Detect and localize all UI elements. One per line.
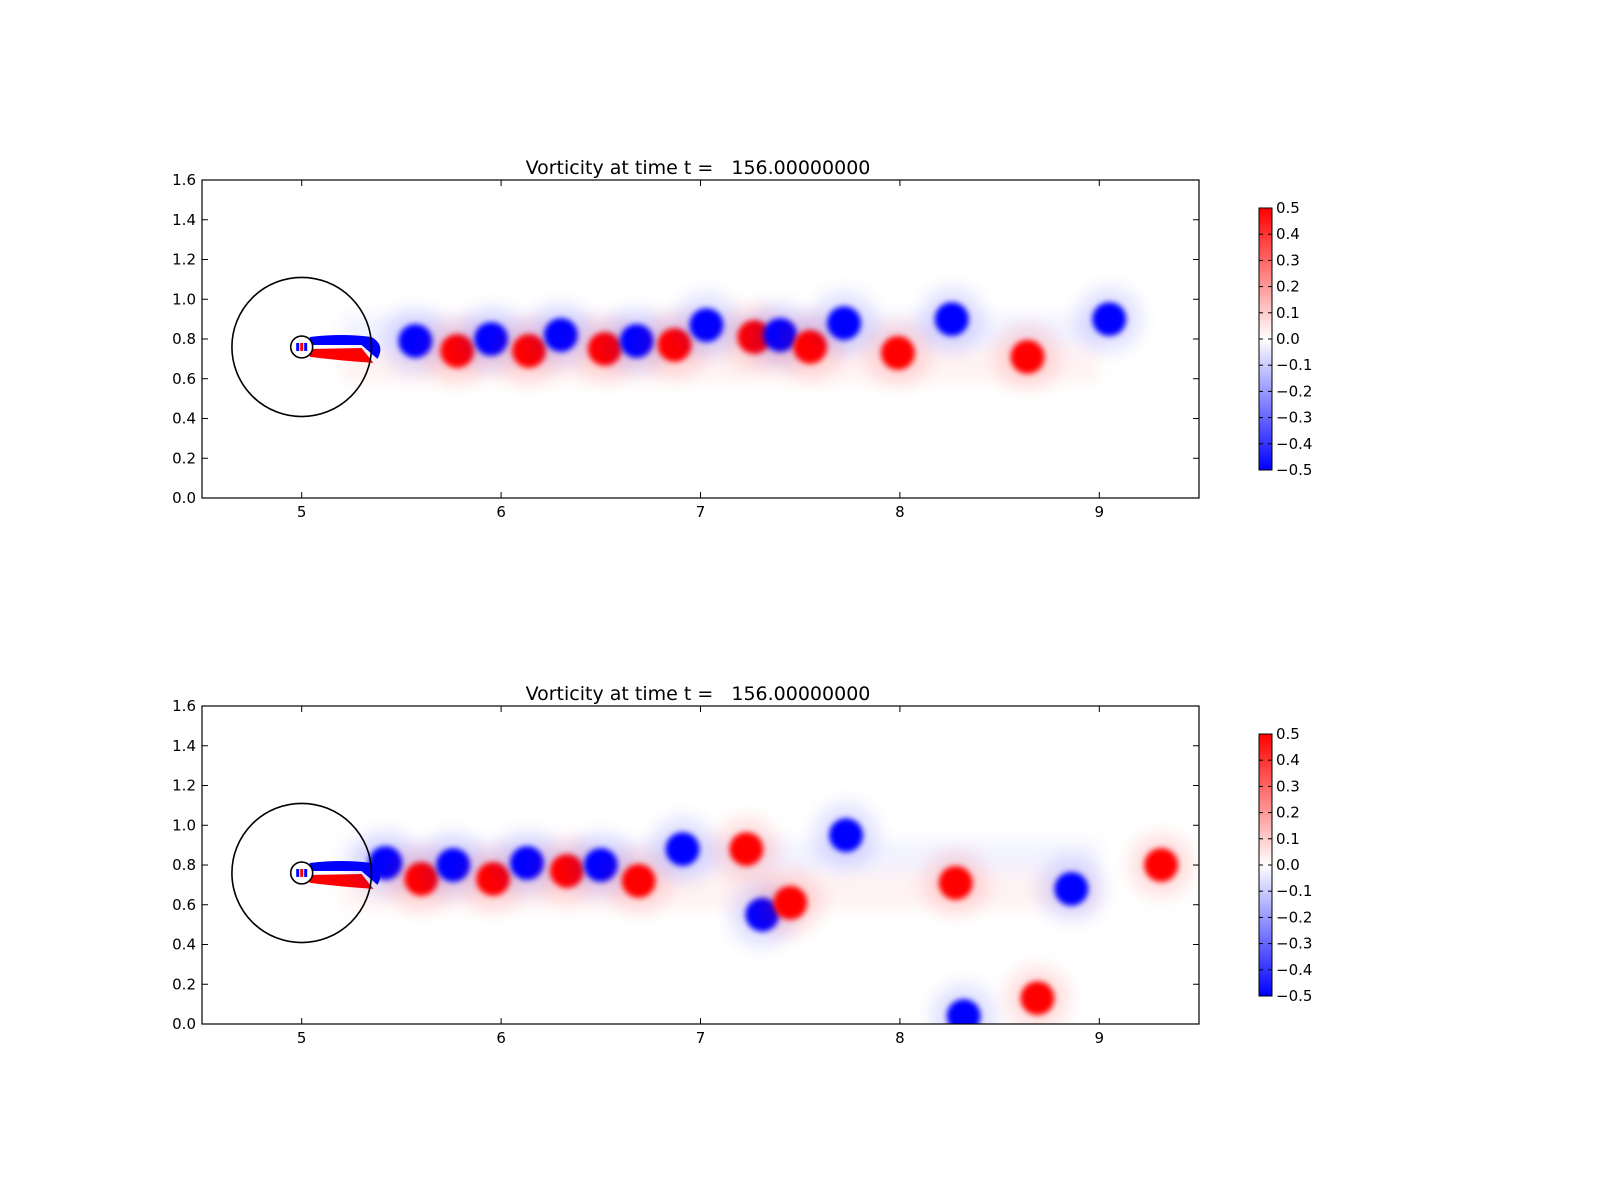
colorbar-tick-label: 0.0 [1276,856,1300,874]
colorbar-tick-label: 0.5 [1276,725,1300,743]
y-tick-label: 1.4 [172,737,196,755]
negative-vortex [827,306,862,340]
y-tick-label: 0.6 [172,370,196,388]
x-tick-label: 6 [496,503,506,521]
negative-vortex [946,999,981,1024]
x-tick-label: 8 [895,1029,905,1047]
colorbar-tick-label: −0.2 [1276,382,1312,400]
y-tick-label: 1.0 [172,290,196,308]
x-tick-label: 7 [696,503,706,521]
colorbar-tick-label: −0.1 [1276,356,1312,374]
cylinder-interior-mark [300,342,304,351]
outer-ring-circle [231,802,373,944]
cylinder-interior-mark [296,342,300,351]
y-tick-label: 0.0 [172,489,196,507]
plot-title-top: Vorticity at time t = 156.00000000 [526,157,871,179]
colorbar-tick-label: 0.2 [1276,804,1300,822]
y-tick-label: 0.8 [172,330,196,348]
y-tick-label: 0.4 [172,410,196,428]
colorbar-tick-label: 0.0 [1276,330,1300,348]
vorticity-field [309,287,1142,389]
x-tick-label: 6 [496,1029,506,1047]
y-tick-label: 1.4 [172,211,196,229]
x-tick-label: 8 [895,503,905,521]
near-wake-shear-lower [309,347,374,363]
colorbar-tick-label: 0.4 [1276,751,1300,769]
colorbar-tick-label: −0.3 [1276,935,1312,953]
y-tick-label: 0.2 [172,975,196,993]
colorbar-tick-label: −0.1 [1276,882,1312,900]
colorbar-bottom: 0.5 0.4 0.3 0.2 0.1 0.0 −0.1 −0.2 −0.3 −0.4 −0.5 [1258,725,1312,1005]
x-tick-label: 7 [696,1029,706,1047]
x-tick-label: 5 [297,503,307,521]
heatmap-area-top: 5 6 7 8 9 0.0 0.2 0.4 0.6 0.8 1.0 1.2 1.4 1.6 [172,171,1200,521]
positive-vortex [880,336,915,370]
colorbar-tick-label: 0.4 [1276,225,1300,243]
positive-vortex [729,832,764,866]
positive-vortex [621,864,656,898]
cylinder-interior-mark [304,868,308,877]
vorticity-plot-top: Vorticity at time t = 156.00000000 5 6 7 8 9… [172,157,1312,521]
cylinder-interior-mark [304,342,308,351]
positive-vortex [1144,848,1179,882]
colorbar-tick-label: 0.3 [1276,777,1300,795]
y-tick-label: 1.2 [172,777,196,795]
y-tick-label: 0.8 [172,856,196,874]
cylinder-interior-mark [296,868,300,877]
y-tick-label: 0.4 [172,936,196,954]
negative-vortex [1054,871,1089,906]
colorbar-tick-label: 0.5 [1276,199,1300,217]
positive-vortex [938,865,973,900]
negative-vortex [1092,302,1127,337]
x-tick-label: 9 [1095,503,1105,521]
colorbar-tick-label: −0.4 [1276,961,1312,979]
y-tick-label: 1.6 [172,697,196,715]
negative-vortex [543,318,578,352]
negative-vortex [689,308,724,342]
y-tick-label: 0.2 [172,449,196,467]
colorbar-tick-label: 0.1 [1276,304,1300,322]
colorbar-tick-label: −0.3 [1276,409,1312,427]
y-tick-label: 1.6 [172,171,196,189]
colorbar-tick-label: 0.3 [1276,251,1300,269]
positive-vortex [1020,981,1055,1016]
colorbar-tick-label: −0.2 [1276,908,1312,926]
negative-vortex [665,832,700,866]
negative-vortex [398,324,433,358]
y-tick-label: 0.6 [172,896,196,914]
y-tick-label: 0.0 [172,1015,196,1033]
heatmap-area-bottom: 5 6 7 8 9 0.0 0.2 0.4 0.6 0.8 1.0 1.2 1.4 1.6 [172,697,1200,1047]
positive-vortex [1010,339,1045,374]
cylinder-interior-mark [300,868,304,877]
colorbar-tick-label: −0.4 [1276,435,1312,453]
negative-vortex [829,818,864,853]
plot-title-bottom: Vorticity at time t = 156.00000000 [526,683,871,705]
near-wake-shear-upper [309,335,381,359]
x-tick-label: 5 [297,1029,307,1047]
x-tick-label: 9 [1095,1029,1105,1047]
colorbar-tick-label: 0.1 [1276,830,1300,848]
outer-ring-circle [231,276,373,418]
vorticity-field [309,803,1194,1024]
colorbar-tick-label: −0.5 [1276,987,1312,1005]
colorbar-tick-label: 0.2 [1276,278,1300,296]
negative-vortex [934,302,969,337]
y-tick-label: 1.0 [172,816,196,834]
colorbar-top: 0.5 0.4 0.3 0.2 0.1 0.0 −0.1 −0.2 −0.3 −0.4 −0.5 [1258,199,1312,479]
colorbar-tick-label: −0.5 [1276,461,1312,479]
vorticity-plot-bottom: Vorticity at time t = 156.00000000 5 6 7 8 9… [172,683,1312,1047]
y-tick-label: 1.2 [172,251,196,269]
positive-vortex [773,885,808,920]
